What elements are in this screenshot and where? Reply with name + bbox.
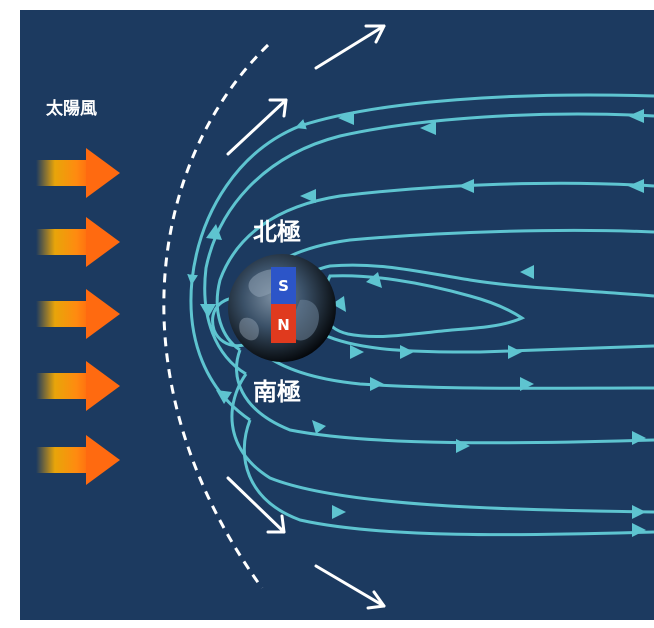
field-line-tail-bottom: [321, 332, 654, 354]
solar-wind-arrow-icon: [36, 361, 120, 411]
field-line-2-south: [230, 373, 654, 514]
background-panel: [20, 10, 654, 620]
magnet-s-pole: [271, 267, 296, 304]
magnet-n-label: N: [277, 316, 290, 334]
bar-magnet-icon: S N: [271, 267, 296, 343]
solar-wind-label: 太陽風: [46, 99, 97, 119]
field-line-outer-north: [187, 93, 654, 422]
solar-wind-arrows: [36, 148, 120, 485]
magnet-s-label: S: [278, 277, 289, 295]
solar-wind-arrow-icon: [36, 289, 120, 339]
field-line-3-south: [235, 349, 654, 445]
south-pole-label: 南極: [253, 378, 301, 406]
flow-arrow-icon: [314, 24, 386, 70]
north-pole-label: 北極: [253, 218, 301, 246]
field-line-2-north: [203, 112, 654, 376]
field-direction-arrows: [200, 109, 646, 537]
solar-wind-arrow-icon: [36, 217, 120, 267]
magnet-n-pole: [271, 304, 296, 343]
bow-shock-line: [162, 43, 270, 589]
flow-arrow-icon: [226, 476, 286, 534]
field-line-outer-south: [242, 419, 654, 537]
flow-arrow-icon: [314, 564, 386, 610]
solar-wind-arrow-icon: [36, 148, 120, 198]
field-line-inner-loop: [321, 274, 526, 339]
solar-wind-arrow-icon: [36, 435, 120, 485]
